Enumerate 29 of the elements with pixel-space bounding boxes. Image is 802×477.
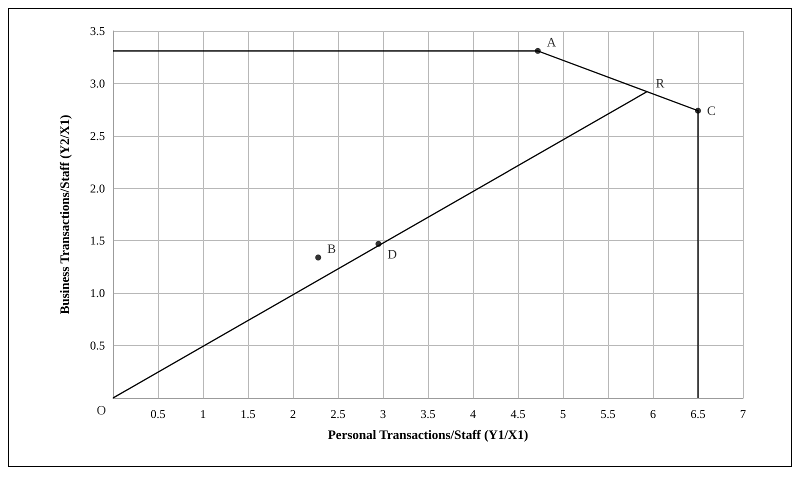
x-axis-title: Personal Transactions/Staff (Y1/X1) [328,427,528,442]
x-tick-label: 5 [560,407,566,421]
x-tick-label: 7 [740,407,746,421]
annotation: B [327,240,336,256]
annotation: O [96,402,106,418]
x-tick-label: 4 [470,407,476,421]
y-tick-label: 2.5 [90,128,105,143]
annotation: A [546,34,557,50]
x-tick-label: 1 [200,407,206,421]
y-tick-label: 1.5 [90,234,105,248]
x-tick-label: 2.5 [330,407,346,421]
x-tick-label: 5.5 [600,407,616,421]
annotation: R [656,75,665,90]
y-tick-label: 3.5 [90,24,105,38]
x-tick-label: 6 [650,407,656,421]
y-tick-label: 3.0 [90,76,105,90]
x-tick-label: 3.5 [420,407,436,421]
x-tick-label: 0.5 [150,407,166,421]
x-tick-label: 3 [380,407,386,421]
annotation: C [707,103,716,118]
annotation: D [388,246,397,262]
x-tick-label: 1.5 [240,407,256,421]
y-tick-label: 2.0 [90,181,105,196]
x-tick-label: 4.5 [510,407,526,421]
y-axis-title: Business Transactions/Staff (Y2/X1) [57,114,72,314]
y-tick-label: 0.5 [90,338,105,353]
x-tick-label: 2 [290,407,296,421]
y-tick-label: 1.0 [90,286,105,300]
x-tick-label: 6.5 [690,407,706,421]
